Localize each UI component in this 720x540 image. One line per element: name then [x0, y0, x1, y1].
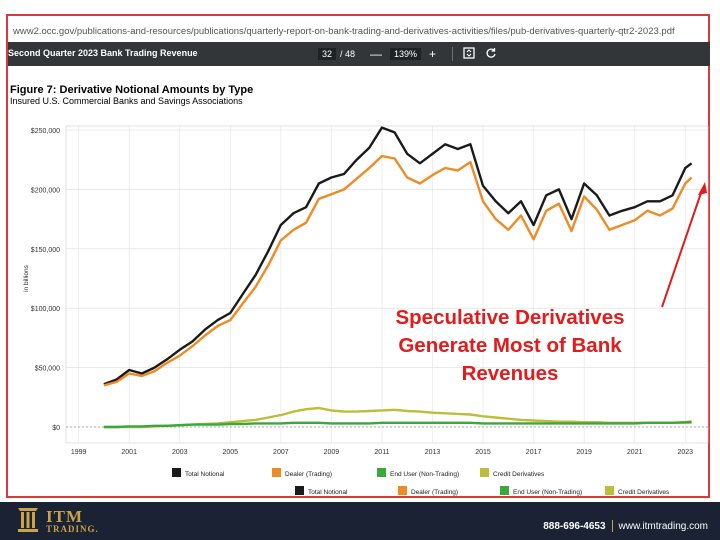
fit-page-icon[interactable]: [463, 47, 475, 61]
x-tick-label: 2013: [425, 449, 441, 456]
legend-swatch: [172, 468, 181, 477]
x-tick-label: 2001: [121, 449, 137, 456]
legend-swatch: [398, 486, 407, 495]
arrow-head-icon: [698, 182, 707, 195]
x-tick-label: 2017: [526, 449, 542, 456]
series-line-total-notional: [103, 126, 693, 386]
callout-text: Speculative Derivatives Generate Most of…: [360, 304, 660, 388]
legend-swatch: [500, 486, 509, 495]
legend-label: Credit Derivatives: [618, 489, 670, 496]
legend-label: Credit Derivatives: [493, 471, 545, 478]
legend-label: Total Notional: [308, 489, 348, 496]
legend-swatch: [272, 468, 281, 477]
y-tick-label: $250,000: [31, 128, 60, 135]
zoom-in-button[interactable]: +: [429, 47, 437, 61]
x-tick-label: 2019: [576, 449, 592, 456]
callout-line: Revenues: [461, 362, 559, 385]
legend-swatch: [295, 486, 304, 495]
legend-label: Total Notional: [185, 471, 225, 478]
x-tick-label: 2021: [627, 449, 643, 456]
page-number-input[interactable]: 32: [318, 48, 337, 60]
brand-subtitle: TRADING.: [46, 524, 99, 534]
website-link[interactable]: www.itmtrading.com: [618, 520, 708, 532]
series-line-end-user-non-trading: [103, 420, 692, 429]
figure-subtitle: Insured U.S. Commercial Banks and Saving…: [10, 96, 243, 106]
x-tick-label: 2007: [273, 449, 289, 456]
view-tools: [452, 46, 497, 62]
rotate-icon[interactable]: [485, 47, 497, 61]
series-line-dealer-trading: [103, 154, 693, 387]
arrow-line: [661, 189, 703, 308]
x-tick-label: 2005: [223, 449, 239, 456]
legend-swatch: [377, 468, 386, 477]
zoom-controls: — 139% +: [370, 46, 436, 62]
x-tick-label: 2023: [677, 449, 693, 456]
page-indicator: 32 / 48: [318, 46, 355, 62]
x-tick-label: 2011: [374, 449, 389, 456]
phone-number[interactable]: 888-696-4653: [543, 520, 606, 532]
itm-logo-icon: [14, 504, 42, 539]
y-tick-label: $100,000: [31, 306, 60, 313]
brand-name: ITM: [46, 507, 83, 526]
callout-line: Generate Most of Bank: [398, 334, 622, 357]
x-tick-label: 2003: [172, 449, 188, 456]
y-tick-label: $200,000: [31, 187, 60, 194]
zoom-level[interactable]: 139%: [390, 48, 422, 60]
x-tick-label: 2015: [475, 449, 491, 456]
line-chart: $0 $50,000 $100,000 $150,000 $200,000 $250,00…: [23, 125, 709, 496]
zoom-out-button[interactable]: —: [370, 47, 382, 61]
document-title: Second Quarter 2023 Bank Trading Revenue: [8, 48, 198, 58]
legend-label: Dealer (Trading): [411, 489, 458, 496]
legend-label: Dealer (Trading): [285, 471, 332, 478]
legend-label: End User (Non-Trading): [390, 471, 459, 478]
callout-line: Speculative Derivatives: [395, 306, 625, 329]
y-tick-label: $150,000: [31, 247, 60, 254]
legend-swatch: [480, 468, 489, 477]
figure-title: Figure 7: Derivative Notional Amounts by…: [10, 84, 254, 96]
toolbar-divider: [452, 47, 453, 61]
plot-area: [65, 125, 709, 444]
pdf-toolbar: Second Quarter 2023 Bank Trading Revenue…: [8, 42, 710, 66]
contact-separator: [611, 520, 613, 532]
y-tick-label: $0: [52, 425, 60, 432]
footer-contact: 888-696-4653 www.itmtrading.com: [543, 520, 708, 532]
footer-bar: [0, 502, 720, 540]
legend-swatch: [605, 486, 614, 495]
y-tick-label: $50,000: [35, 366, 60, 373]
legend-label: End User (Non-Trading): [513, 489, 582, 496]
x-tick-label: 1999: [71, 449, 87, 456]
page-total: / 48: [340, 49, 356, 59]
x-tick-label: 2009: [324, 449, 340, 456]
y-axis-label: in billions: [23, 264, 30, 291]
